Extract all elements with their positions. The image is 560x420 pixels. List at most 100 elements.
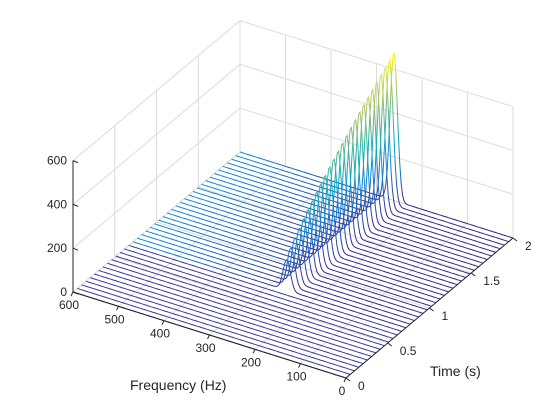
- y-tick-label: 200: [241, 355, 261, 369]
- trace: [171, 174, 445, 296]
- trace-line: [128, 244, 402, 332]
- trace: [81, 284, 355, 372]
- trace-line: [179, 157, 454, 289]
- z-tick-labels: 0 200 400 600: [47, 154, 67, 299]
- x-axis-label: Time (s): [430, 363, 481, 379]
- y-tick-label: 0: [339, 384, 346, 398]
- trace: [132, 241, 407, 329]
- trace: [184, 149, 458, 286]
- y-axis-label: Frequency (Hz): [130, 377, 226, 393]
- trace: [209, 103, 484, 264]
- trace-line: [205, 110, 479, 268]
- trace-line: [89, 277, 364, 365]
- x-tick-mark: [345, 377, 351, 382]
- z-tick-label: 400: [47, 197, 67, 211]
- trace: [188, 141, 462, 282]
- grid-line-floor-frequency: [118, 165, 286, 307]
- y-tick-mark: [343, 377, 347, 383]
- trace: [158, 199, 432, 307]
- trace-line: [154, 208, 428, 311]
- x-tick-label: 0.5: [400, 344, 417, 358]
- trace: [85, 280, 359, 368]
- trace-line: [94, 273, 368, 361]
- trace-line: [102, 266, 377, 354]
- grid-line-side-amplitude: [239, 63, 514, 151]
- trace-line: [132, 241, 407, 329]
- z-tick-mark: [72, 247, 79, 251]
- z-tick-mark: [72, 203, 79, 207]
- trace-line: [158, 199, 432, 307]
- trace: [154, 208, 428, 311]
- grid-line-floor-frequency: [163, 180, 332, 322]
- trace: [94, 273, 368, 361]
- trace-line: [137, 237, 411, 325]
- grid-line-back-amplitude: [72, 20, 241, 161]
- trace: [128, 244, 402, 332]
- trace-line: [175, 166, 449, 293]
- trace-line: [214, 95, 488, 260]
- y-tick-label: 300: [195, 341, 215, 355]
- trace-line: [197, 126, 471, 275]
- trace: [214, 95, 488, 260]
- trace: [89, 277, 364, 365]
- x-tick-mark: [387, 342, 393, 347]
- x-tick-mark: [470, 272, 476, 277]
- grid-line-floor-frequency: [254, 208, 423, 350]
- trace-line: [107, 262, 381, 350]
- y-tick-mark: [298, 363, 301, 368]
- trace: [98, 270, 372, 357]
- grid-line-floor-frequency: [300, 223, 468, 365]
- z-tick-label: 200: [47, 241, 67, 255]
- trace: [107, 262, 381, 350]
- trace-line: [188, 141, 462, 282]
- z-tick-mark: [72, 160, 79, 164]
- y-tick-label: 500: [104, 312, 124, 326]
- z-tick-label: 0: [60, 285, 67, 299]
- y-tick-label: 600: [59, 298, 79, 312]
- trace-line: [98, 270, 372, 357]
- x-tick-label: 2: [525, 239, 532, 253]
- trace-line: [171, 174, 445, 296]
- trace: [115, 255, 389, 343]
- trace-line: [209, 103, 484, 264]
- x-tick-labels: 0 0.5 1 1.5 2: [358, 239, 532, 393]
- y-tick-mark: [70, 291, 74, 297]
- axes-panes: [73, 20, 513, 378]
- grid-line-side-amplitude: [239, 20, 514, 108]
- trace: [102, 266, 377, 354]
- trace-line: [141, 234, 415, 322]
- trace-line: [184, 149, 458, 286]
- traces: [72, 52, 514, 379]
- y-tick-mark: [207, 334, 210, 340]
- y-tick-label: 100: [286, 370, 306, 384]
- trace: [77, 287, 351, 375]
- trace-line: [81, 284, 355, 372]
- trace-line: [85, 280, 359, 368]
- trace: [197, 126, 471, 275]
- trace: [137, 237, 411, 325]
- trace: [205, 110, 479, 268]
- grid-line-back-amplitude: [72, 64, 241, 205]
- z-tick-mark: [72, 291, 79, 295]
- y-tick-labels: 0 100 200 300 400 500 600: [59, 298, 346, 398]
- x-tick-label: 1.5: [483, 274, 500, 288]
- trace-line: [192, 133, 467, 278]
- z-tick-label: 600: [47, 154, 67, 168]
- y-tick-label: 400: [150, 327, 170, 341]
- trace: [124, 248, 398, 336]
- y-tick-mark: [116, 306, 119, 311]
- y-tick-mark: [161, 320, 165, 325]
- grid-line-back-amplitude: [72, 151, 241, 293]
- grid-line-back-amplitude: [72, 107, 241, 249]
- trace: [149, 217, 424, 314]
- x-tick-mark: [512, 237, 518, 242]
- trace: [141, 234, 415, 322]
- trace-line: [149, 217, 424, 314]
- trace: [111, 259, 385, 347]
- trace: [201, 118, 475, 271]
- x-tick-mark: [429, 307, 434, 312]
- trace: [179, 157, 454, 289]
- trace-line: [124, 248, 398, 336]
- trace: [175, 166, 449, 293]
